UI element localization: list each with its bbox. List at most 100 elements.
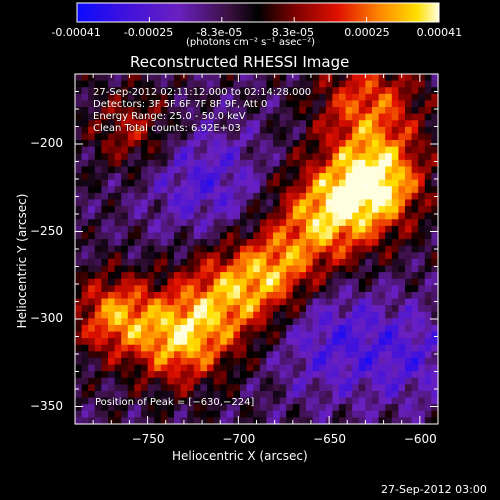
heatmap-cell — [259, 410, 267, 418]
heatmap-cell — [325, 173, 333, 181]
heatmap-cell — [108, 272, 116, 280]
heatmap-cell — [405, 219, 413, 227]
heatmap-cell — [266, 133, 274, 141]
heatmap-cell — [220, 331, 228, 339]
heatmap-cell — [273, 192, 281, 201]
heatmap-cell — [134, 390, 142, 399]
heatmap-cell — [372, 179, 380, 187]
heatmap-cell — [358, 390, 366, 399]
heatmap-cell — [358, 140, 366, 148]
heatmap-cell — [312, 173, 320, 181]
heatmap-cell — [345, 305, 353, 313]
heatmap-cell — [94, 371, 102, 379]
heatmap-cell — [88, 377, 96, 385]
heatmap-cell — [121, 173, 129, 181]
heatmap-cell — [81, 146, 89, 154]
heatmap-cell — [398, 206, 406, 214]
heatmap-cell — [81, 404, 89, 412]
heatmap-cell — [121, 344, 129, 352]
heatmap-cell — [405, 173, 413, 181]
x-tick-label: −600 — [403, 432, 437, 446]
heatmap-cell — [319, 87, 327, 95]
heatmap-cell — [160, 377, 168, 385]
heatmap-cell — [127, 298, 135, 306]
heatmap-cell — [405, 364, 413, 372]
heatmap-cell — [325, 364, 333, 372]
heatmap-cell — [299, 153, 307, 161]
heatmap-cell — [127, 100, 135, 108]
heatmap-cell — [358, 404, 366, 412]
heatmap-cell — [424, 166, 432, 174]
heatmap-cell — [160, 206, 168, 214]
heatmap-cell — [134, 338, 142, 346]
heatmap-cell — [259, 258, 267, 267]
heatmap-cell — [253, 351, 261, 359]
heatmap-cell — [266, 186, 274, 194]
heatmap-cell — [378, 232, 386, 240]
heatmap-cell — [226, 113, 234, 121]
info-line-1: 27-Sep-2012 02:11:12.000 to 02:14:28.000 — [93, 87, 312, 98]
heatmap-cell — [141, 159, 149, 168]
heatmap-cell — [378, 417, 386, 425]
heatmap-cell — [134, 212, 142, 220]
heatmap-cell — [75, 371, 83, 379]
heatmap-cell — [121, 225, 129, 234]
heatmap-cell — [226, 397, 234, 405]
heatmap-cell — [213, 272, 221, 280]
heatmap-cell — [213, 179, 221, 187]
heatmap-cell — [207, 107, 215, 115]
heatmap-cell — [273, 371, 281, 379]
heatmap-cell — [134, 357, 142, 366]
heatmap-cell — [431, 357, 439, 366]
heatmap-cell — [431, 331, 439, 339]
heatmap-cell — [127, 140, 135, 148]
heatmap-cell — [94, 93, 102, 102]
heatmap-cell — [266, 153, 274, 161]
heatmap-cell — [75, 107, 83, 115]
heatmap-cell — [279, 107, 287, 115]
heatmap-cell — [220, 74, 228, 82]
heatmap-cell — [411, 120, 419, 128]
heatmap-cell — [147, 212, 155, 220]
heatmap-cell — [385, 219, 393, 227]
heatmap-cell — [207, 186, 215, 194]
heatmap-cell — [121, 133, 129, 141]
heatmap-cell — [174, 258, 182, 267]
heatmap-cell — [226, 93, 234, 102]
heatmap-cell — [424, 338, 432, 346]
heatmap-cell — [352, 140, 360, 148]
heatmap-cell — [75, 285, 83, 293]
heatmap-cell — [160, 232, 168, 240]
heatmap-cell — [292, 239, 300, 247]
heatmap-cell — [81, 291, 89, 300]
heatmap-cell — [141, 100, 149, 108]
heatmap-cell — [411, 318, 419, 326]
heatmap-cell — [365, 364, 373, 372]
heatmap-cell — [345, 206, 353, 214]
heatmap-cell — [358, 258, 366, 267]
heatmap-cell — [207, 258, 215, 267]
heatmap-cell — [154, 173, 162, 181]
heatmap-cell — [372, 140, 380, 148]
heatmap-cell — [378, 239, 386, 247]
heatmap-cell — [352, 364, 360, 372]
heatmap-cell — [154, 206, 162, 214]
heatmap-cell — [253, 311, 261, 319]
heatmap-cell — [88, 397, 96, 405]
heatmap-cell — [134, 311, 142, 319]
heatmap-cell — [220, 146, 228, 154]
heatmap-cell — [312, 272, 320, 280]
heatmap-cell — [398, 140, 406, 148]
heatmap-cell — [405, 404, 413, 412]
heatmap-cell — [279, 291, 287, 300]
heatmap-cell — [266, 291, 274, 300]
heatmap-cell — [391, 298, 399, 306]
heatmap-cell — [94, 278, 102, 286]
heatmap-cell — [121, 285, 129, 293]
heatmap-cell — [167, 291, 175, 300]
heatmap-cell — [108, 186, 116, 194]
heatmap-cell — [312, 199, 320, 207]
heatmap-cell — [233, 113, 241, 121]
heatmap-cell — [94, 384, 102, 392]
heatmap-cell — [200, 93, 208, 102]
